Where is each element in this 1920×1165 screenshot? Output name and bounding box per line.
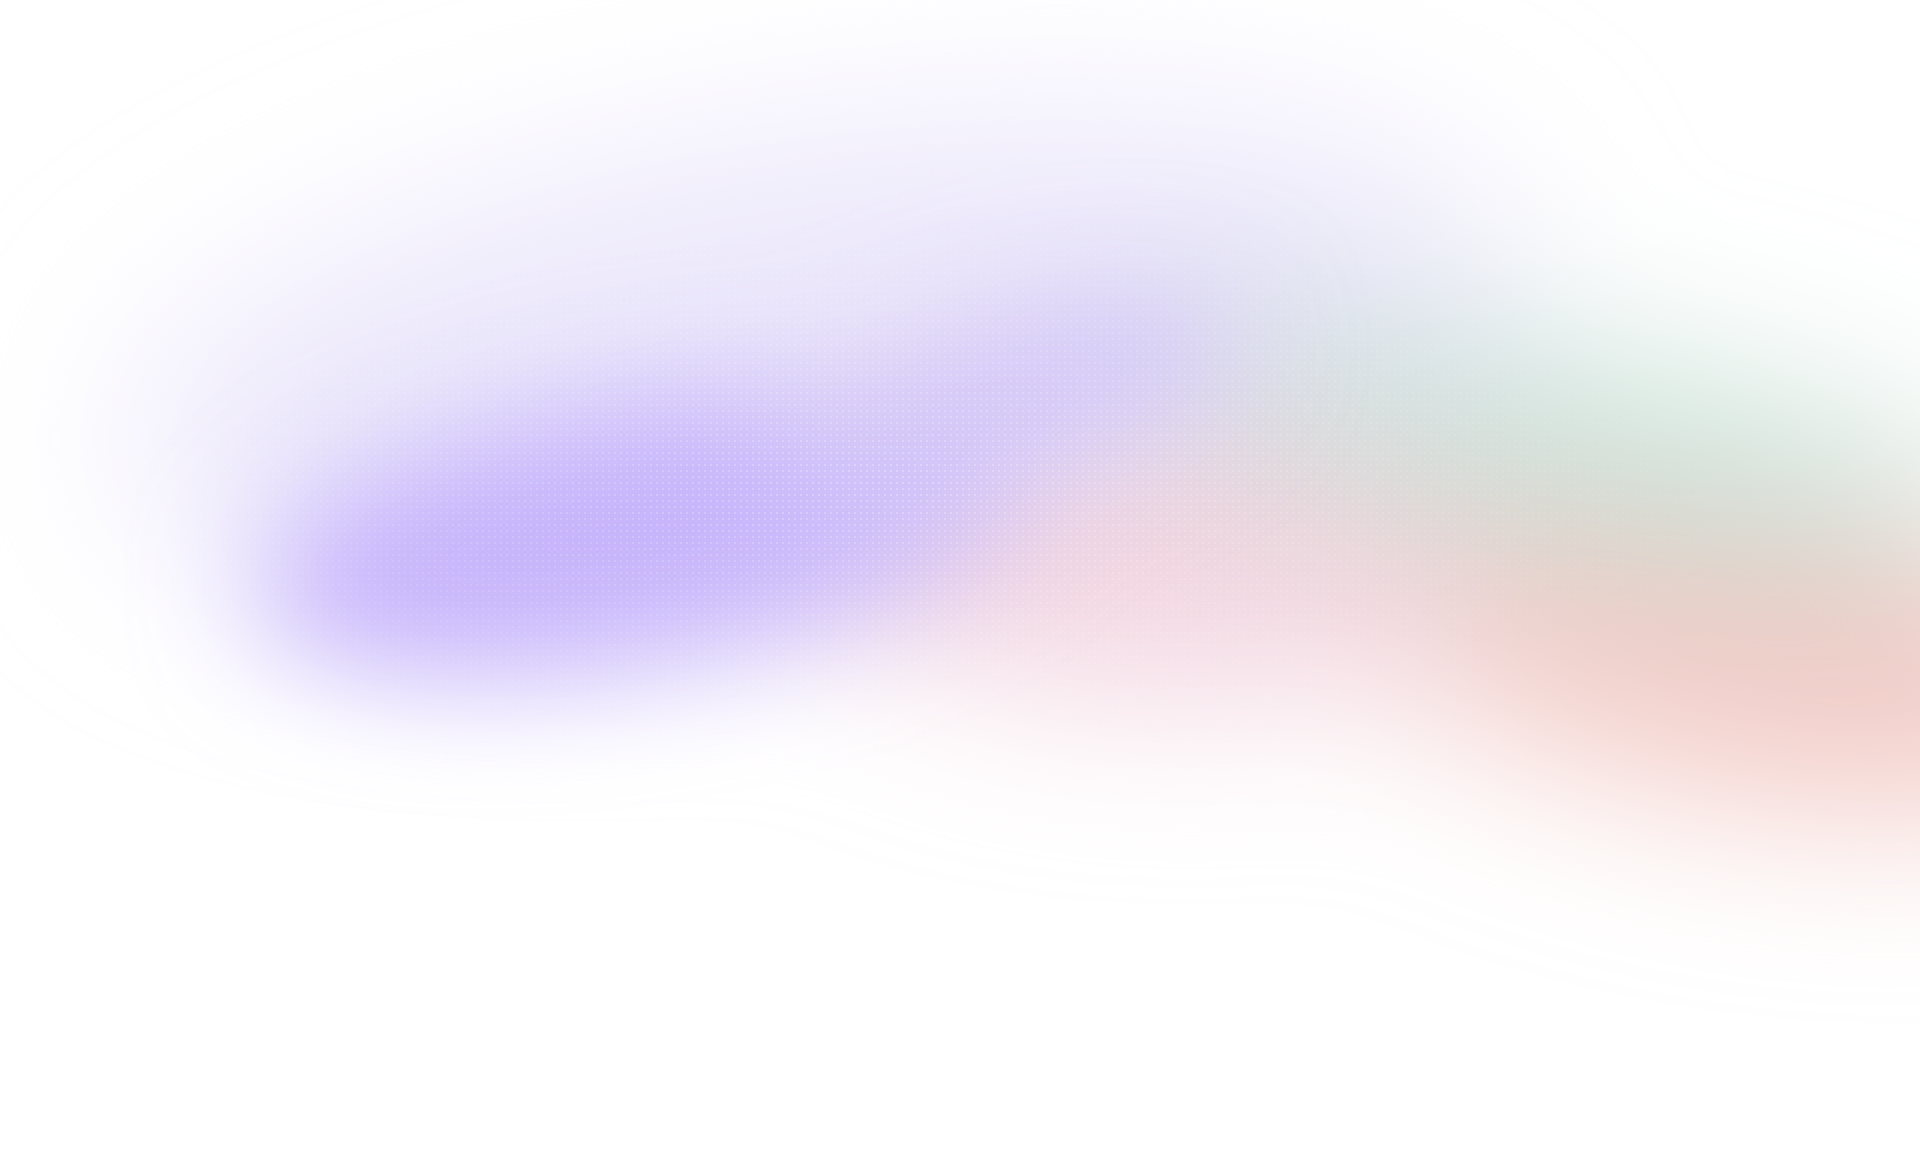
dot-texture bbox=[0, 0, 1920, 1165]
background bbox=[0, 0, 1920, 1165]
page bbox=[0, 0, 1920, 1165]
